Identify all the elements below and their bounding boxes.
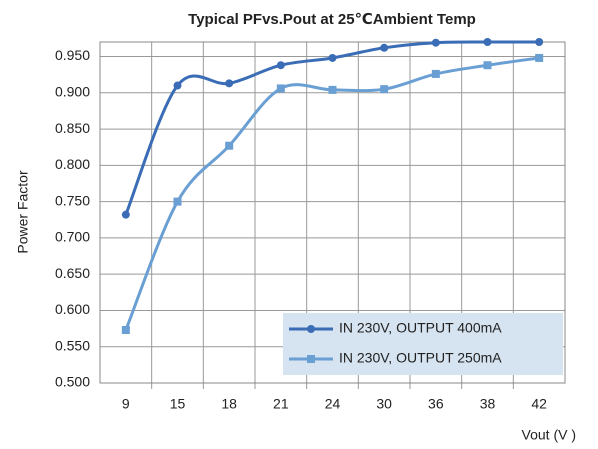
point-marker [225,141,234,150]
y-tick-label: 0.500 [55,374,90,390]
point-marker [380,43,389,52]
y-tick-label: 0.700 [55,229,90,245]
point-marker [431,38,440,47]
x-tick-label: 38 [480,396,496,412]
y-axis-label: Power Factor [15,170,31,254]
point-marker [173,197,182,206]
point-marker [483,61,492,70]
x-tick-label: 30 [376,396,392,412]
x-tick-label: 15 [170,396,186,412]
chart-title: Typical PFvs.Pout at 25℃Ambient Temp [188,11,476,28]
legend-box [283,313,563,375]
point-marker [535,53,544,62]
y-tick-label: 0.800 [55,156,90,172]
legend-label: IN 230V, OUTPUT 400mA [339,320,502,336]
y-tick-label: 0.600 [55,301,90,317]
y-tick-label: 0.850 [55,120,90,136]
series-line [124,56,540,331]
point-marker [276,61,285,70]
x-tick-label: 9 [122,396,130,412]
point-marker [328,53,337,62]
point-marker [535,38,544,46]
y-tick-label: 0.750 [55,192,90,208]
point-marker [121,326,130,335]
point-marker [276,84,285,93]
point-marker [121,210,130,219]
x-tick-label: 36 [428,396,444,412]
y-tick-label: 0.950 [55,47,90,63]
point-marker [225,79,234,88]
plot-border [99,41,566,384]
x-tick-label: 42 [531,396,547,412]
x-axis-label: Vout (V ) [522,427,576,443]
point-marker [173,81,182,90]
y-tick-label: 0.900 [55,83,90,99]
x-tick-label: 18 [221,396,237,412]
point-marker [483,38,492,46]
y-tick-label: 0.550 [55,337,90,353]
y-tick-label: 0.650 [55,265,90,281]
x-tick-label: 24 [325,396,341,412]
x-tick-label: 21 [273,396,289,412]
point-marker [431,69,440,78]
point-marker [380,85,389,94]
point-marker [328,85,337,94]
point-marker [307,355,315,363]
point-marker [307,325,315,333]
legend-label: IN 230V, OUTPUT 250mA [339,350,502,366]
